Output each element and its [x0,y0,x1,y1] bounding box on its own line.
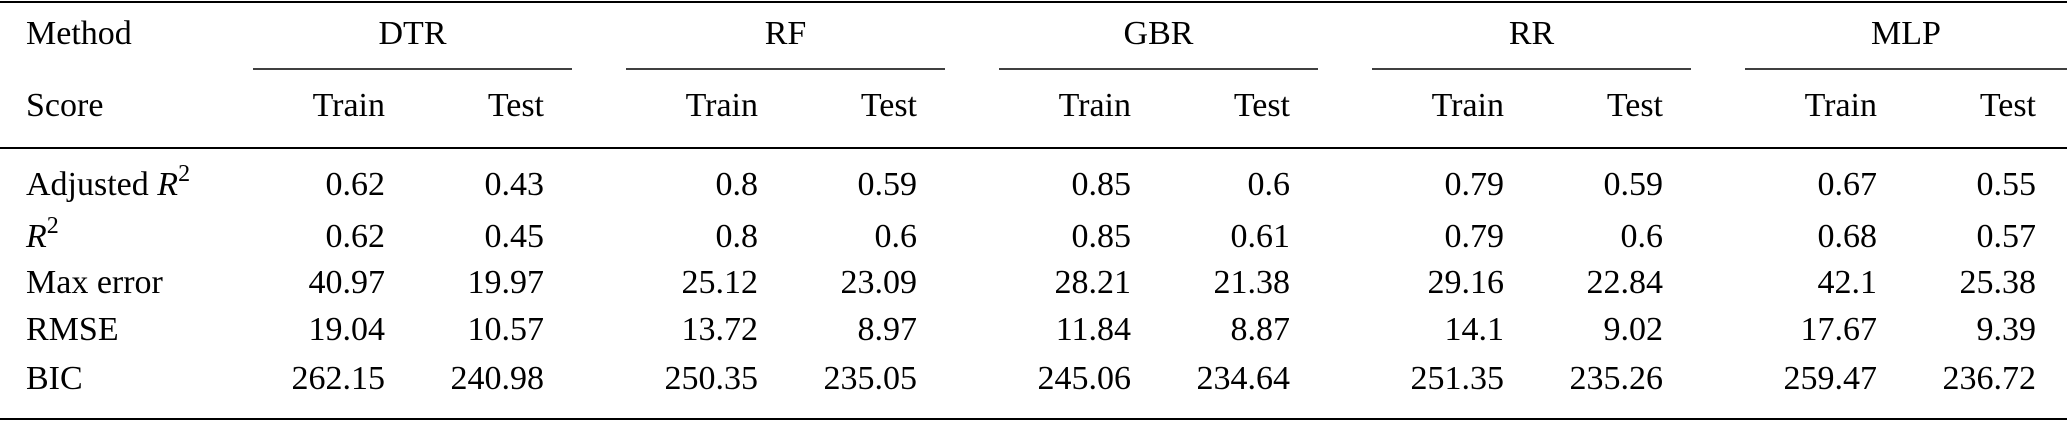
row-label: RMSE [26,311,119,348]
cell-value: 8.87 [1231,311,1291,348]
cell-value: 29.16 [1428,264,1505,301]
row-label: Max error [26,264,164,301]
column-header: Test [1234,87,1291,124]
group-header: MLP [1871,15,1941,52]
column-header: Train [1059,87,1131,124]
row-label: BIC [26,360,83,397]
cell-value: 0.55 [1977,166,2037,203]
column-header: Test [1980,87,2037,124]
cell-value: 0.62 [326,166,386,203]
cell-value: 0.67 [1818,166,1878,203]
cell-value: 0.43 [485,166,545,203]
cell-value: 0.68 [1818,218,1878,255]
method-header: Method [26,15,132,52]
cell-value: 21.38 [1214,264,1291,301]
cell-value: 0.59 [1604,166,1664,203]
cell-value: 0.59 [858,166,918,203]
cell-value: 262.15 [292,360,386,397]
cell-value: 259.47 [1784,360,1878,397]
cell-value: 234.64 [1197,360,1291,397]
column-header: Train [1432,87,1504,124]
cell-value: 19.04 [309,311,386,348]
cell-value: 25.38 [1960,264,2037,301]
group-header: GBR [1124,15,1194,52]
cell-value: 17.67 [1801,311,1878,348]
cell-value: 240.98 [451,360,545,397]
column-header: Train [686,87,758,124]
cell-value: 235.05 [824,360,918,397]
cell-value: 11.84 [1056,311,1131,348]
cell-value: 0.8 [716,218,759,255]
cell-value: 9.02 [1604,311,1664,348]
column-header: Train [313,87,385,124]
cell-value: 25.12 [682,264,759,301]
row-label: Adjusted R2 [26,161,190,203]
cell-value: 236.72 [1943,360,2037,397]
score-header: Score [26,87,103,124]
column-header: Test [488,87,545,124]
cell-value: 250.35 [665,360,759,397]
group-header: RF [765,15,807,52]
column-header: Train [1805,87,1877,124]
cell-value: 19.97 [468,264,545,301]
row-label: R2 [25,213,59,255]
cell-value: 0.8 [716,166,759,203]
cell-value: 8.97 [858,311,918,348]
label-variable: R [156,166,178,203]
cell-value: 42.1 [1818,264,1878,301]
cell-value: 0.6 [1248,166,1291,203]
group-header: DTR [379,15,447,52]
cell-value: 0.61 [1231,218,1291,255]
cell-value: 23.09 [841,264,918,301]
cell-value: 0.79 [1445,166,1505,203]
cell-value: 0.62 [326,218,386,255]
cell-value: 235.26 [1570,360,1664,397]
label-text: BIC [26,360,83,397]
cell-value: 0.6 [1621,218,1664,255]
label-superscript: 2 [47,213,59,239]
column-header: Test [861,87,918,124]
column-header: Test [1607,87,1664,124]
cell-value: 13.72 [682,311,759,348]
cell-value: 0.6 [875,218,918,255]
cell-value: 0.57 [1977,218,2037,255]
cell-value: 14.1 [1445,311,1505,348]
cell-value: 28.21 [1055,264,1132,301]
cell-value: 0.79 [1445,218,1505,255]
cell-value: 0.45 [485,218,545,255]
label-text: RMSE [26,311,119,348]
cell-value: 10.57 [468,311,545,348]
cell-value: 245.06 [1038,360,1132,397]
label-variable: R [25,218,47,255]
label-superscript: 2 [178,161,190,187]
group-header: RR [1509,15,1555,52]
cell-value: 22.84 [1587,264,1664,301]
cell-value: 9.39 [1977,311,2037,348]
cell-value: 251.35 [1411,360,1505,397]
cell-value: 0.85 [1072,218,1132,255]
cell-value: 0.85 [1072,166,1132,203]
label-text: Max error [26,264,164,301]
cell-value: 40.97 [309,264,386,301]
label-prefix: Adjusted [26,166,157,203]
